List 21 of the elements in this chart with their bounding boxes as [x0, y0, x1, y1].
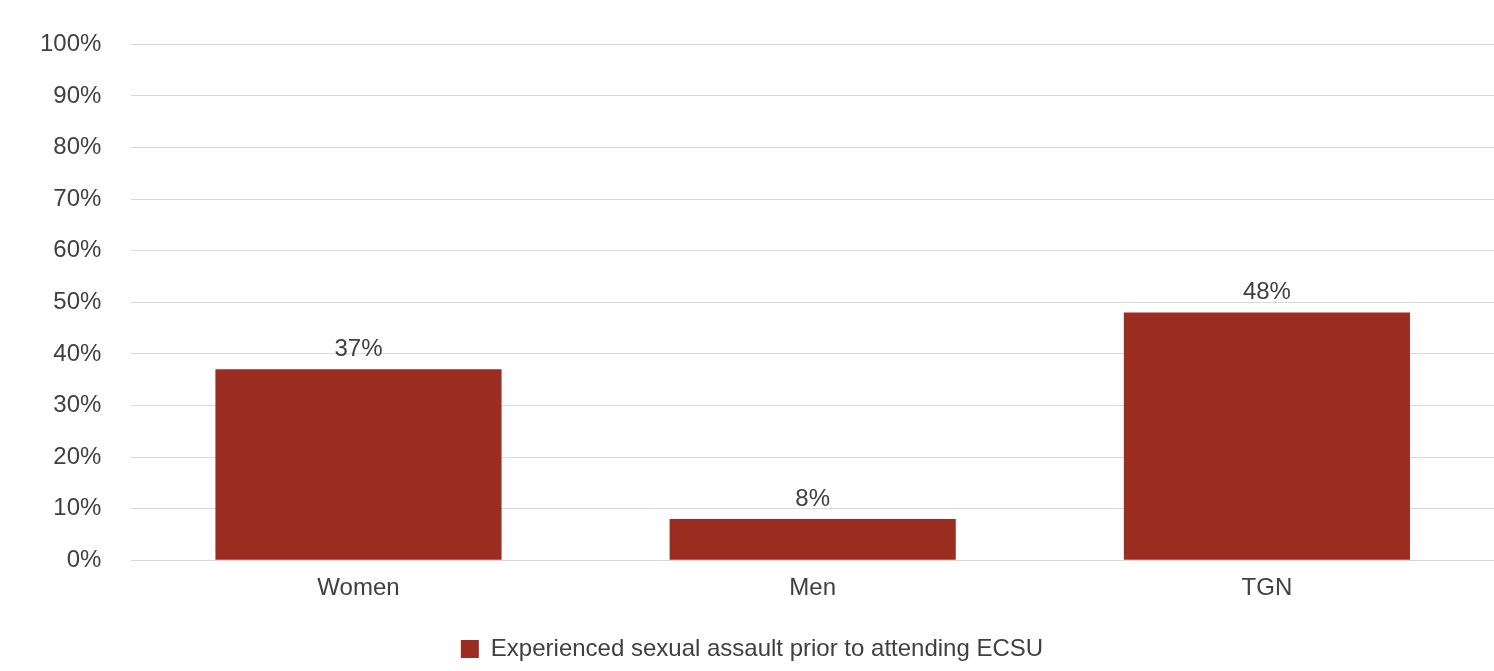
y-tick-label: 30%: [53, 390, 102, 418]
bar: [669, 518, 956, 560]
x-tick-label: TGN: [1241, 573, 1293, 601]
y-tick-label: 40%: [53, 338, 102, 366]
x-tick-label: Women: [317, 573, 400, 601]
legend-label: Experienced sexual assault prior to attending ECSU: [490, 633, 1044, 661]
y-tick-label: 80%: [53, 132, 102, 160]
x-tick-label: Men: [789, 573, 837, 601]
y-tick-label: 100%: [39, 29, 102, 57]
y-tick-label: 60%: [53, 235, 102, 263]
y-tick-label: 10%: [53, 493, 102, 521]
text: 48%: [1242, 277, 1291, 305]
y-tick-label: 20%: [53, 441, 102, 469]
bar: [215, 369, 502, 560]
text: 37%: [334, 333, 383, 361]
y-tick-label: 90%: [53, 80, 102, 108]
text: 8%: [795, 483, 831, 511]
y-tick-label: 70%: [53, 183, 102, 211]
y-tick-label: 50%: [53, 286, 102, 314]
bar: [1123, 312, 1410, 560]
y-tick-label: 0%: [66, 544, 102, 572]
